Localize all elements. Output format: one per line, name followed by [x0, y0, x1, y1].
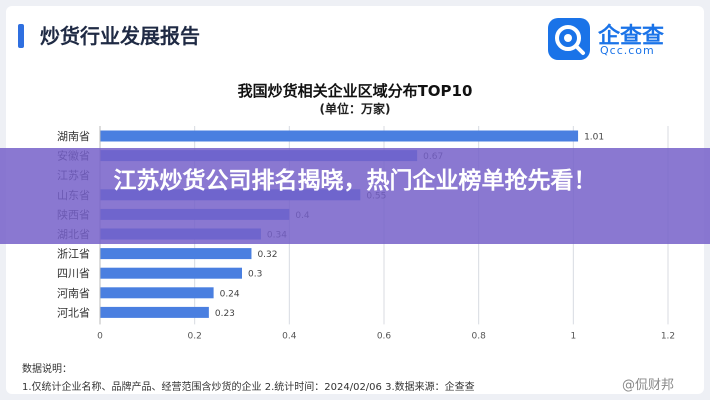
data-label: 0.24 [220, 289, 240, 299]
headline-banner: 江苏炒货公司排名揭晓，热门企业榜单抢先看！ [0, 148, 710, 244]
category-label: 河南省 [57, 287, 90, 300]
headline-text: 江苏炒货公司排名揭晓，热门企业榜单抢先看！ [113, 168, 597, 194]
bar [100, 287, 214, 299]
chart-title: 我国炒货相关企业区域分布TOP10 [237, 82, 473, 100]
category-label: 四川省 [57, 267, 90, 280]
data-label: 0.32 [257, 250, 277, 260]
x-tick-label: 0.6 [377, 331, 392, 341]
logo-text: 企查查 [598, 24, 665, 49]
logo-subtext: Qcc.com [600, 44, 655, 57]
notes-body: 1.仅统计企业名称、品牌产品、经营范围含炒货的企业 2.统计时间：2024/02… [22, 382, 475, 393]
x-tick-label: 1 [570, 331, 576, 341]
title-accent-bar [18, 24, 24, 48]
bar [100, 267, 242, 279]
x-tick-label: 0.4 [282, 331, 297, 341]
notes-heading: 数据说明： [22, 364, 72, 375]
category-label: 河北省 [57, 306, 90, 319]
x-tick-label: 0.2 [188, 331, 202, 341]
chart-subtitle: (单位：万家) [319, 102, 391, 116]
bar [100, 306, 209, 318]
report-title: 炒货行业发展报告 [40, 24, 200, 48]
x-tick-label: 0 [97, 331, 103, 341]
category-label: 浙江省 [57, 248, 90, 261]
qcc-logo-icon [548, 18, 590, 60]
category-label: 湖南省 [57, 130, 90, 143]
bar [100, 130, 579, 142]
x-tick-label: 0.8 [472, 331, 487, 341]
x-tick-label: 1.2 [661, 331, 675, 341]
data-label: 1.01 [584, 133, 604, 143]
watermark-text: @侃财邦 [622, 378, 675, 393]
bar [100, 248, 252, 260]
data-label: 0.23 [215, 309, 235, 319]
data-label: 0.3 [248, 270, 262, 280]
